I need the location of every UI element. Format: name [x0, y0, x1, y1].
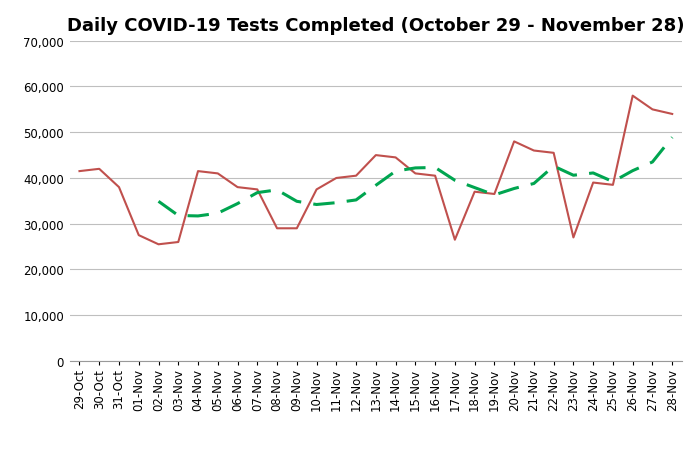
Title: Daily COVID-19 Tests Completed (October 29 - November 28): Daily COVID-19 Tests Completed (October …: [67, 17, 685, 35]
